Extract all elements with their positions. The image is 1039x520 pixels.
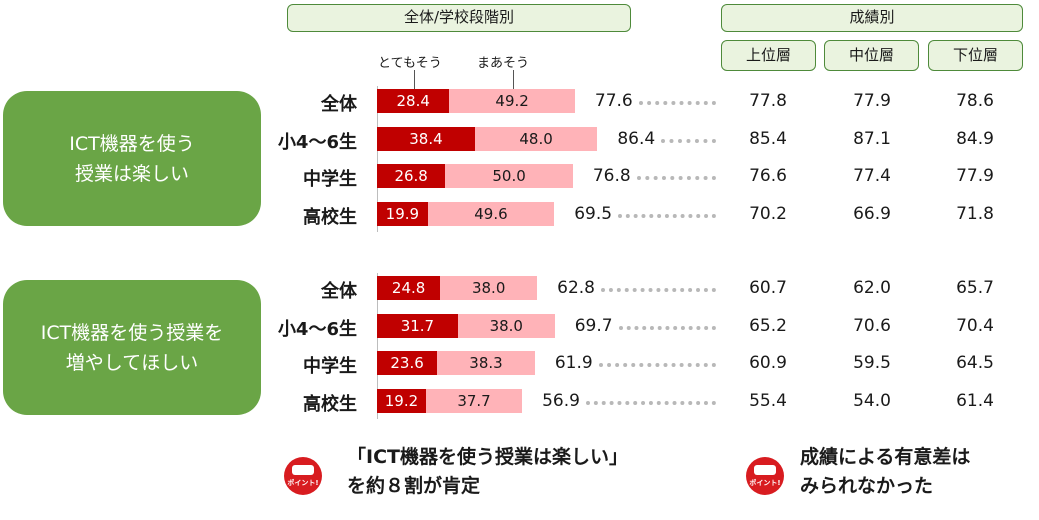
legend-very-tick <box>414 70 415 89</box>
bar-very: 19.2 <box>377 388 426 413</box>
bar-somewhat: 38.0 <box>457 313 555 338</box>
bar-somewhat: 38.3 <box>437 351 535 375</box>
leader-dots <box>601 288 716 292</box>
grade-value: 87.1 <box>853 128 891 149</box>
grade-header-top: 上位層 <box>721 40 816 71</box>
pointing-hand-icon <box>292 465 314 475</box>
legend-very: とてもそう <box>378 56 442 71</box>
pointing-hand-icon <box>754 465 776 475</box>
bar-somewhat: 48.0 <box>474 126 598 151</box>
total-label: 76.8 <box>592 166 631 186</box>
grade-value: 66.9 <box>853 203 891 224</box>
grade-header-bottom: 下位層 <box>928 40 1023 71</box>
bar-very: 23.6 <box>377 351 438 375</box>
row-label: 中学生 <box>303 356 357 377</box>
total-label: 77.6 <box>594 91 633 111</box>
point-badge-right: ポイント! <box>746 457 784 495</box>
point-badge-left: ポイント! <box>284 457 322 495</box>
bar-very: 26.8 <box>377 164 446 188</box>
total-label: 69.5 <box>574 203 613 224</box>
row-label: 高校生 <box>303 206 357 228</box>
grade-value: 70.6 <box>853 315 891 336</box>
grade-value: 59.5 <box>853 353 891 373</box>
grade-value: 77.4 <box>853 166 891 186</box>
leader-dots <box>618 325 716 330</box>
header-grades: 成績別 <box>721 4 1023 32</box>
legend-somewhat-tick <box>513 70 514 89</box>
badge-label: ポイント! <box>287 479 319 487</box>
grade-value: 77.9 <box>853 91 891 111</box>
header-overall: 全体/学校段階別 <box>287 4 631 32</box>
row-label: 小4～6生 <box>277 318 357 340</box>
legend-somewhat: まあそう <box>477 56 530 71</box>
leader-dots <box>598 363 716 367</box>
badge-label: ポイント! <box>749 479 781 487</box>
leader-dots <box>618 213 716 218</box>
leader-dots <box>636 176 716 180</box>
bar-somewhat: 37.7 <box>425 388 523 413</box>
bar-somewhat: 50.0 <box>445 164 573 188</box>
axis-line-group-1 <box>377 86 378 232</box>
grade-value: 65.2 <box>749 315 787 336</box>
question-box-2: ICT機器を使う授業を 増やしてほしい <box>3 280 261 415</box>
bar-very: 28.4 <box>377 89 450 113</box>
grade-value: 61.4 <box>956 390 994 411</box>
bar-very: 38.4 <box>377 126 475 151</box>
total-label: 56.9 <box>542 390 580 411</box>
note-left: 「ICT機器を使う授業は楽しい」 を約８割が肯定 <box>347 446 628 497</box>
grade-value: 84.9 <box>956 128 994 149</box>
total-label: 86.4 <box>617 128 656 149</box>
grade-value: 60.7 <box>749 278 787 298</box>
row-label: 全体 <box>321 281 357 302</box>
grade-value: 85.4 <box>749 128 787 149</box>
row-label: 中学生 <box>303 169 357 190</box>
row-label: 全体 <box>321 94 357 115</box>
grade-value: 78.6 <box>956 91 994 111</box>
leader-dots <box>586 400 716 405</box>
leader-dots <box>661 138 716 143</box>
grade-value: 64.5 <box>956 353 994 373</box>
grade-value: 62.0 <box>853 278 891 298</box>
question-box-1: ICT機器を使う 授業は楽しい <box>3 91 261 226</box>
bar-somewhat: 49.6 <box>427 201 555 226</box>
grade-value: 77.8 <box>749 91 787 111</box>
grade-value: 71.8 <box>956 203 994 224</box>
row-label: 小4～6生 <box>277 131 357 153</box>
note-right: 成績による有意差は みられなかった <box>800 446 971 497</box>
bar-somewhat: 38.0 <box>440 276 538 300</box>
grade-value: 54.0 <box>853 390 891 411</box>
row-label: 高校生 <box>303 393 357 415</box>
grade-value: 55.4 <box>749 390 787 411</box>
axis-line-group-2 <box>377 273 378 419</box>
total-label: 62.8 <box>557 278 595 298</box>
total-label: 61.9 <box>554 353 593 373</box>
bar-very: 19.9 <box>377 201 428 226</box>
bar-very: 31.7 <box>377 313 458 338</box>
grade-value: 60.9 <box>749 353 787 373</box>
total-label: 69.7 <box>574 315 613 336</box>
grade-header-middle: 中位層 <box>824 40 919 71</box>
grade-value: 70.4 <box>956 315 994 336</box>
grade-value: 65.7 <box>956 278 994 298</box>
leader-dots <box>638 101 716 105</box>
grade-value: 76.6 <box>749 166 787 186</box>
grade-value: 77.9 <box>956 166 994 186</box>
bar-very: 24.8 <box>377 276 441 300</box>
grade-value: 70.2 <box>749 203 787 224</box>
bar-somewhat: 49.2 <box>449 89 575 113</box>
